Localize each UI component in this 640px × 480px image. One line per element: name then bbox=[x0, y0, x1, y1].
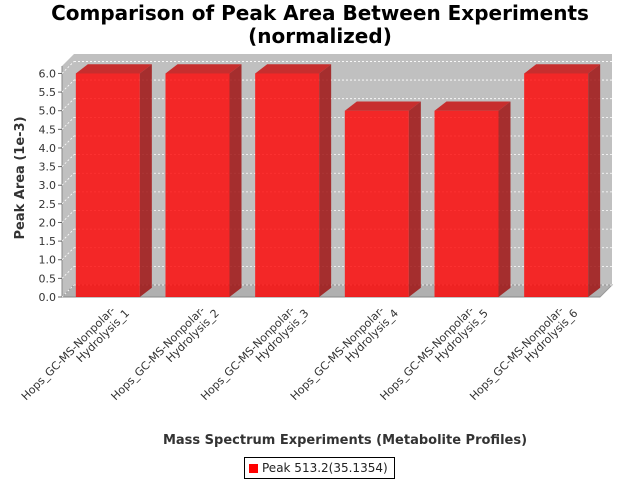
bar-side bbox=[498, 101, 511, 297]
bar bbox=[165, 73, 230, 297]
bar-side bbox=[408, 101, 421, 297]
bar bbox=[75, 73, 140, 297]
bar bbox=[524, 73, 589, 297]
y-tick-label: 1.0 bbox=[39, 254, 57, 267]
bar bbox=[344, 110, 409, 297]
bar-side bbox=[319, 64, 332, 297]
y-tick-label: 0.0 bbox=[39, 291, 57, 304]
grid-diag bbox=[61, 98, 75, 111]
bar-top bbox=[344, 101, 421, 111]
bar-top bbox=[75, 64, 152, 74]
y-tick-label: 5.0 bbox=[39, 105, 57, 118]
chart-title-line1: Comparison of Peak Area Between Experime… bbox=[51, 1, 589, 25]
y-tick-label: 3.0 bbox=[39, 179, 57, 192]
grid-diag bbox=[61, 266, 75, 279]
y-tick-label: 2.5 bbox=[39, 198, 57, 211]
grid-diag bbox=[61, 154, 75, 167]
x-axis-label: Mass Spectrum Experiments (Metabolite Pr… bbox=[163, 433, 527, 448]
y-tick-label: 6.0 bbox=[39, 67, 57, 80]
bar-side bbox=[588, 64, 601, 297]
grid-diag bbox=[61, 79, 75, 93]
legend-label: Peak 513.2(35.1354) bbox=[262, 461, 388, 475]
y-tick-label: 2.0 bbox=[39, 216, 57, 229]
y-tick-label: 4.0 bbox=[39, 142, 57, 155]
y-axis-label: Peak Area (1e-3) bbox=[13, 116, 28, 239]
bar-top bbox=[524, 64, 601, 74]
grid-diag bbox=[61, 191, 75, 205]
bar-top bbox=[255, 64, 332, 74]
grid-diag bbox=[61, 135, 75, 149]
bar-top bbox=[165, 64, 242, 74]
grid-diag bbox=[61, 247, 75, 261]
legend: Peak 513.2(35.1354) bbox=[244, 457, 395, 479]
bar-top bbox=[434, 101, 511, 111]
bar-side bbox=[139, 64, 152, 297]
grid-diag bbox=[61, 172, 75, 186]
y-tick-label: 5.5 bbox=[39, 86, 57, 99]
legend-swatch bbox=[249, 463, 258, 473]
y-tick-label: 0.5 bbox=[39, 272, 57, 285]
y-tick-label: 3.5 bbox=[39, 161, 57, 174]
bar-side bbox=[229, 64, 242, 297]
grid-diag bbox=[61, 61, 75, 74]
bar bbox=[434, 110, 499, 297]
grid-diag bbox=[61, 284, 75, 298]
bar bbox=[255, 73, 320, 297]
y-tick-label: 4.5 bbox=[39, 123, 57, 136]
grid-diag bbox=[61, 117, 75, 130]
grid-diag bbox=[61, 210, 75, 223]
chart-title: Comparison of Peak Area Between Experime… bbox=[0, 2, 640, 48]
y-tick-label: 1.5 bbox=[39, 235, 57, 248]
grid-diag bbox=[61, 228, 75, 242]
chart-title-line2: (normalized) bbox=[248, 24, 392, 48]
